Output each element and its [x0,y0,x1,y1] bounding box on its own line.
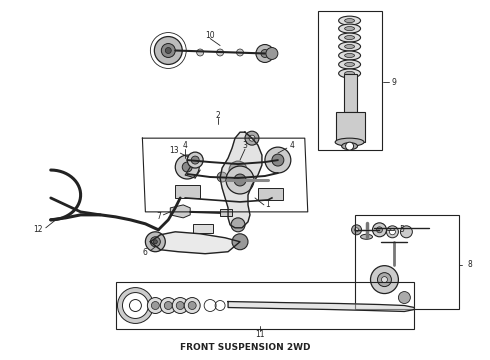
Ellipse shape [339,42,361,51]
Circle shape [377,273,392,287]
Bar [220,209,232,216]
Circle shape [372,223,387,237]
Text: 9: 9 [392,78,397,87]
Ellipse shape [344,62,355,67]
Circle shape [151,302,159,310]
Ellipse shape [339,33,361,42]
Polygon shape [175,185,200,198]
Circle shape [398,292,410,303]
Ellipse shape [344,54,355,58]
Bar [193,224,213,233]
Circle shape [217,49,223,56]
Circle shape [172,298,188,314]
Text: 12: 12 [33,225,43,234]
Circle shape [256,45,274,62]
Circle shape [382,276,388,283]
Text: 8: 8 [467,260,472,269]
Circle shape [165,48,172,54]
Circle shape [265,147,291,173]
Ellipse shape [344,27,355,31]
Circle shape [390,229,395,235]
Bar [116,282,415,329]
Circle shape [376,227,383,233]
Text: 10: 10 [205,31,215,40]
Text: 1: 1 [266,201,270,210]
Circle shape [245,131,259,145]
Polygon shape [220,132,262,228]
Ellipse shape [339,69,361,78]
Circle shape [387,226,398,238]
Ellipse shape [342,143,358,150]
Text: 4: 4 [183,141,188,150]
Circle shape [370,266,398,293]
Text: 6: 6 [143,248,148,257]
Ellipse shape [361,234,372,239]
Ellipse shape [335,138,364,146]
Circle shape [196,49,204,56]
Polygon shape [258,188,283,200]
Ellipse shape [344,71,355,75]
Text: 7: 7 [156,212,161,221]
Ellipse shape [339,60,361,69]
Circle shape [150,237,160,247]
Circle shape [146,232,165,252]
Circle shape [231,218,245,232]
Circle shape [352,225,362,235]
Circle shape [175,155,199,179]
Bar [343,75,357,112]
Ellipse shape [344,19,355,23]
Circle shape [161,44,175,58]
Ellipse shape [339,16,361,25]
Text: 5: 5 [399,225,404,234]
Circle shape [160,298,176,314]
Bar [336,112,365,142]
Polygon shape [150,232,240,254]
Circle shape [187,152,203,168]
Circle shape [249,135,255,141]
Ellipse shape [344,36,355,40]
Polygon shape [171,205,190,218]
Ellipse shape [344,45,355,49]
Circle shape [153,240,157,244]
Circle shape [176,302,184,310]
Circle shape [188,302,196,310]
Circle shape [272,154,284,166]
Circle shape [345,142,354,150]
Bar [318,11,383,150]
Text: 13: 13 [170,145,179,154]
Circle shape [191,156,199,164]
Text: 3: 3 [243,141,247,150]
Circle shape [229,161,247,179]
Circle shape [261,50,269,58]
Circle shape [232,234,248,250]
Text: 11: 11 [255,330,265,339]
Circle shape [154,37,182,64]
Circle shape [184,298,200,314]
Circle shape [237,49,244,56]
Circle shape [234,166,242,174]
Circle shape [182,162,192,172]
Text: FRONT SUSPENSION 2WD: FRONT SUSPENSION 2WD [180,343,310,352]
Circle shape [226,166,254,194]
Text: 2: 2 [216,111,220,120]
Circle shape [400,226,413,238]
Circle shape [266,48,278,59]
Circle shape [234,174,246,186]
Ellipse shape [339,24,361,33]
Circle shape [129,300,142,311]
Circle shape [355,228,359,232]
Bar [355,215,459,310]
Ellipse shape [339,51,361,60]
Circle shape [164,302,172,310]
Polygon shape [228,302,415,311]
Circle shape [118,288,153,323]
Circle shape [122,293,148,319]
Circle shape [217,172,227,182]
Text: 4: 4 [290,141,294,150]
Circle shape [147,298,163,314]
